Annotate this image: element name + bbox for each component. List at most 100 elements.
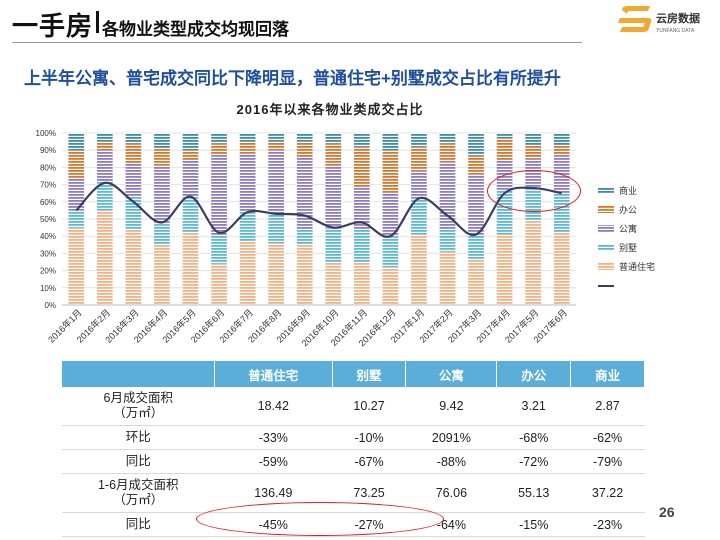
table-header-cell: 商业 <box>570 361 645 387</box>
legend-label-apartment: 公寓 <box>619 223 637 234</box>
row-label: 环比 <box>62 425 215 450</box>
bar-segment-commercial <box>411 133 427 147</box>
row-label-unit: （万㎡） <box>113 406 164 420</box>
bar-segment-apartment <box>96 150 113 182</box>
table-cell: 55.13 <box>496 473 571 513</box>
bar-segment-normal <box>154 244 170 305</box>
row-label: 6月成交面积 （万㎡） <box>62 387 215 426</box>
bar-segment-apartment <box>353 188 370 230</box>
row-label-text: 同比 <box>125 454 151 468</box>
logo-tagline: YUNFANG DATA <box>656 28 695 34</box>
bar-segment-apartment <box>239 153 256 213</box>
table-row: 6月成交面积 （万㎡） 18.42 10.27 9.42 3.21 2.87 <box>62 387 645 426</box>
legend-swatch-normal <box>598 263 614 270</box>
bar-segment-normal <box>268 243 285 305</box>
y-tick-label: 20% <box>40 267 56 276</box>
bar-segment-commercial <box>296 133 313 142</box>
y-tick-label: 40% <box>40 232 56 241</box>
bar-segment-office <box>496 138 513 161</box>
table-cell: 2091% <box>405 425 497 450</box>
bar-segment-normal <box>239 241 256 305</box>
table-header-cell: 办公 <box>496 361 572 387</box>
header-divider <box>12 42 582 43</box>
bar-segment-normal <box>125 229 142 305</box>
table-cell: -33% <box>214 425 333 450</box>
bar-segment-normal <box>382 267 399 305</box>
table-corner-cell <box>62 361 215 387</box>
page-number: 26 <box>659 504 675 520</box>
table-cell: -79% <box>570 449 645 474</box>
table-header-cell: 普通住宅 <box>214 361 333 387</box>
y-tick-label: 10% <box>40 284 56 293</box>
table-header-cell: 别墅 <box>332 361 407 387</box>
page-subtitle: 各物业类型成交均现回落 <box>102 20 290 39</box>
table-cell: -68% <box>496 425 571 450</box>
trend-line <box>75 181 562 238</box>
bar-segment-commercial <box>439 133 456 144</box>
table-cell: 3.21 <box>496 387 571 426</box>
table-row: 同比 -59% -67% -88% -72% -79% <box>62 449 645 474</box>
bar-segment-office <box>268 141 285 151</box>
bar-segment-villa <box>154 224 170 245</box>
bar-segment-commercial <box>468 133 484 156</box>
logo-mark-icon: 云房数据 YUNFANG DATA <box>618 6 700 34</box>
bar-segment-villa <box>211 234 227 264</box>
row-label-text: 环比 <box>125 430 151 444</box>
table-row: 1-6月成交面积 （万㎡） 136.49 73.25 76.06 55.13 37.22 <box>62 473 645 513</box>
table-cell: 76.06 <box>405 473 497 513</box>
bar-segment-normal <box>296 244 313 305</box>
page-title: 一手房 <box>12 11 94 41</box>
bar-segment-normal <box>468 260 484 305</box>
y-tick-label: 30% <box>40 249 56 258</box>
bar-segment-villa <box>468 234 484 261</box>
bar-segment-normal <box>182 232 199 305</box>
row-label: 同比 <box>62 512 215 537</box>
legend-label-office: 办公 <box>619 204 637 215</box>
bar-segment-villa <box>325 227 342 262</box>
y-tick-label: 80% <box>40 163 56 172</box>
highlight-ring-table <box>196 502 444 536</box>
bar-segment-apartment <box>154 165 170 225</box>
bar-segment-commercial <box>239 133 256 142</box>
legend-label-normal: 普通住宅 <box>619 261 655 272</box>
legend-swatch-office <box>598 206 614 213</box>
bar-segment-villa <box>182 196 199 233</box>
row-label-text: 同比 <box>125 517 151 531</box>
bar-segment-office <box>525 145 542 159</box>
y-tick-label: 60% <box>40 198 56 207</box>
bar-segment-office <box>211 143 227 156</box>
bar-segment-office <box>154 148 170 166</box>
bar-segment-villa <box>239 212 256 242</box>
table-cell: -72% <box>496 449 571 474</box>
brand-logo: 云房数据 YUNFANG DATA <box>618 2 708 38</box>
bar-segment-apartment <box>411 170 427 199</box>
bar-segment-apartment <box>325 165 342 228</box>
bar-segment-villa <box>268 213 285 244</box>
share-chart: 2016年以来各物业类成交占比 0% 10% 20% 30% 40% 50% 60% 70% 8… <box>36 102 655 348</box>
bar-segment-office <box>382 150 399 194</box>
table-cell: 2.87 <box>570 387 645 426</box>
bar-segment-commercial <box>154 133 170 149</box>
bar-segment-apartment <box>211 155 227 235</box>
bar-segment-commercial <box>182 133 199 151</box>
bar-segment-villa <box>353 229 370 262</box>
bar-segment-commercial <box>353 133 370 147</box>
headline: 上半年公寓、普宅成交同比下降明显，普通住宅+别墅成交占比有所提升 <box>24 69 561 88</box>
bar-segment-apartment <box>382 193 399 237</box>
bar-segment-normal <box>439 251 456 305</box>
table-cell: 18.42 <box>214 387 333 426</box>
y-tick-label: 100% <box>36 129 56 138</box>
bar-segment-normal <box>353 262 370 305</box>
row-label: 同比 <box>62 449 215 474</box>
bar-segment-commercial <box>68 133 85 151</box>
table-cell: 37.22 <box>570 473 645 513</box>
bar-segment-office <box>68 150 85 178</box>
bar-segment-office <box>439 143 456 163</box>
chart-title: 2016年以来各物业类成交占比 <box>237 102 424 117</box>
bar-segment-apartment <box>468 174 484 235</box>
legend-swatch-apartment <box>598 225 614 232</box>
bar-segment-villa <box>382 236 399 268</box>
table-cell: -59% <box>214 449 333 474</box>
bar-segment-commercial <box>496 133 513 139</box>
legend-label-commercial: 商业 <box>619 185 637 196</box>
